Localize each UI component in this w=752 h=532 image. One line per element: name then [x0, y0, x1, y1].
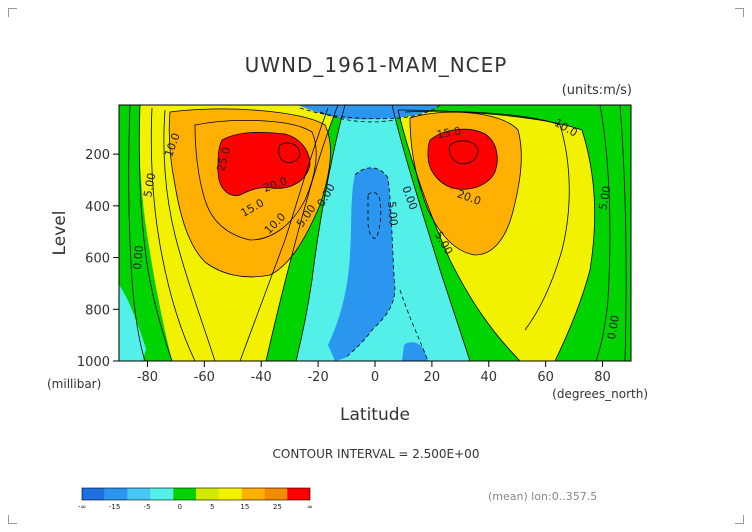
jet-core-south [218, 132, 310, 196]
contour-label: 0.00 [605, 314, 622, 340]
contour-interval-text: CONTOUR INTERVAL = 2.500E+00 [273, 447, 480, 461]
x-tick-label: 60 [537, 370, 554, 385]
contour-label: 15.0 [436, 124, 462, 141]
x-tick-label: 40 [481, 370, 498, 385]
x-tick-label: 80 [594, 370, 611, 385]
contour-label: 5.00 [385, 201, 400, 227]
colorbar-swatch [264, 488, 288, 500]
fill-band-neg-equator [328, 167, 395, 361]
colorbar-tick-label: 15 [240, 503, 249, 511]
units-label: (units:m/s) [562, 83, 632, 98]
colorbar-tick-label: -15 [109, 503, 120, 511]
y-tick-label: 600 [85, 252, 110, 267]
x-tick-label: 0 [371, 370, 379, 385]
corner-mark [8, 8, 17, 17]
fill-band-neg-sfc [402, 342, 428, 361]
y-tick-label: 800 [85, 303, 110, 318]
contour-label: 0.00 [131, 245, 146, 271]
corner-mark [8, 515, 17, 524]
colorbar-swatch [82, 488, 105, 500]
colorbar-swatch [287, 488, 310, 500]
colorbar: -∞ -15 -5 0 5 15 25 ∞ [78, 487, 313, 511]
colorbar-swatch [104, 488, 128, 500]
colorbar-tick-label: 0 [177, 503, 181, 511]
corner-mark [735, 515, 744, 524]
colorbar-swatch [218, 488, 242, 500]
colorbar-swatch [196, 488, 219, 500]
x-axis: -80 -60 -40 -20 0 20 40 60 80 [137, 361, 611, 385]
chart-title: UWND_1961-MAM_NCEP [245, 53, 508, 77]
x-axis-units: (degrees_north) [552, 387, 648, 401]
x-tick-label: -40 [251, 370, 272, 385]
colorbar-swatch [173, 488, 196, 500]
colorbar-tick-label: -∞ [78, 503, 86, 511]
colorbar-tick-label: -5 [144, 503, 151, 511]
x-tick-label: -60 [194, 370, 215, 385]
colorbar-swatch [150, 488, 174, 500]
x-tick-label: -80 [137, 370, 158, 385]
jet-core-north [428, 129, 498, 190]
colorbar-swatch [241, 488, 265, 500]
x-tick-label: -20 [307, 370, 328, 385]
y-tick-label: 1000 [77, 355, 110, 370]
mean-note: (mean) lon:0..357.5 [488, 490, 597, 503]
y-tick-label: 200 [85, 148, 110, 163]
contour-lines [128, 105, 627, 361]
negative-contour-lines [299, 105, 441, 361]
colorbar-frame [81, 487, 311, 501]
y-axis-title: Level [50, 211, 70, 256]
colorbar-tick-label: 25 [273, 503, 282, 511]
y-axis: 200 400 600 800 1000 [77, 148, 119, 370]
contour-label: 25.0 [214, 146, 233, 173]
corner-mark [735, 8, 744, 17]
y-axis-units: (millibar) [47, 377, 101, 391]
colorbar-swatch [127, 488, 151, 500]
colorbar-tick-label: ∞ [307, 503, 313, 511]
x-axis-title: Latitude [340, 405, 410, 425]
x-tick-label: 20 [424, 370, 441, 385]
fill-band-0-5-sfc [143, 346, 160, 361]
contour-fill-area [119, 105, 631, 361]
colorbar-tick-label: 5 [210, 503, 214, 511]
contour-label: 5.00 [596, 185, 613, 211]
y-tick-label: 400 [85, 200, 110, 215]
contour-label: 5.00 [141, 172, 158, 198]
